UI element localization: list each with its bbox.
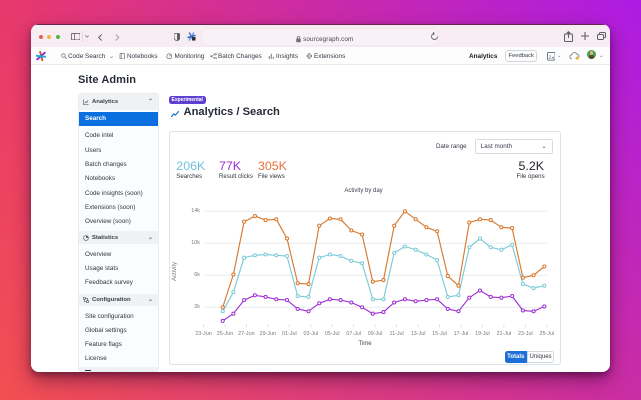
- svg-text:2.: 2.: [548, 54, 552, 59]
